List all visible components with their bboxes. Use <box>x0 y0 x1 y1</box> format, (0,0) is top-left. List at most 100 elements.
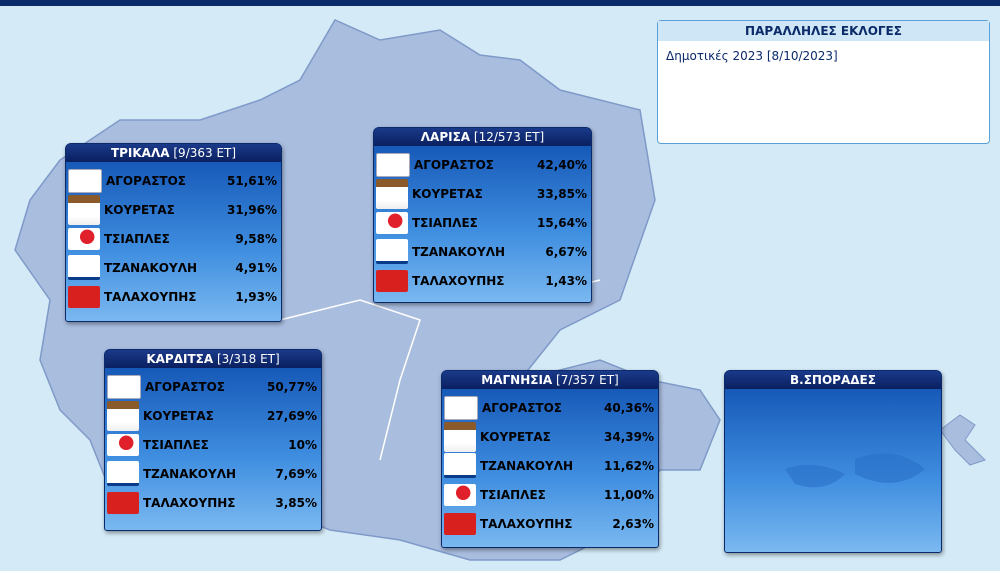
candidate-name: ΤΣΙΑΠΛΕΣ <box>104 231 170 246</box>
candidate-name: ΤΑΛΑΧΟΥΠΗΣ <box>480 516 573 531</box>
region-name: ΛΑΡΙΣΑ <box>420 130 471 144</box>
result-row: ΚΟΥΡΕΤΑΣ 34,39% <box>442 421 658 452</box>
candidate-name: ΚΟΥΡΕΤΑΣ <box>480 429 551 444</box>
percent: 51,61% <box>227 173 277 188</box>
candidate-name: ΤΖΑΝΑΚΟΥΛΗ <box>412 244 506 259</box>
candidate-name: ΑΓΟΡΑΣΤΟΣ <box>414 157 494 172</box>
candidate-name: ΚΟΥΡΕΤΑΣ <box>104 202 175 217</box>
result-row: ΤΣΙΑΠΛΕΣ 11,00% <box>442 480 658 509</box>
percent: 4,91% <box>235 260 277 275</box>
region-panel: ΜΑΓΝΗΣΙΑ [7/357 ΕΤ] ΑΓΟΡΑΣΤΟΣ 40,36% ΚΟΥΡΕΤ… <box>441 370 659 548</box>
candidate-name: ΚΟΥΡΕΤΑΣ <box>143 408 214 423</box>
candidate-name: ΤΣΙΑΠΛΕΣ <box>480 487 546 502</box>
candidate-logo <box>107 400 139 431</box>
candidate-logo <box>376 178 408 209</box>
info-box: ΠΑΡΑΛΛΗΛΕΣ ΕΚΛΟΓΕΣ Δημοτικές 2023 [8/10/… <box>657 20 990 144</box>
panel-header: ΚΑΡΔΙΤΣΑ [3/318 ΕΤ] <box>105 350 321 368</box>
candidate-logo <box>444 395 478 420</box>
percent: 34,39% <box>604 429 654 444</box>
candidate-name: ΤΖΑΝΑΚΟΥΛΗ <box>143 466 237 481</box>
panel-header: ΤΡΙΚΑΛΑ [9/363 ΕΤ] <box>66 144 281 162</box>
candidate-name: ΑΓΟΡΑΣΤΟΣ <box>482 400 562 415</box>
candidate-name: ΤΑΛΑΧΟΥΠΗΣ <box>104 289 197 304</box>
candidate-name: ΤΖΑΝΑΚΟΥΛΗ <box>104 260 198 275</box>
candidate-name: ΑΓΟΡΑΣΤΟΣ <box>145 379 225 394</box>
result-row: ΑΓΟΡΑΣΤΟΣ 42,40% <box>374 150 591 179</box>
result-row: ΤΑΛΑΧΟΥΠΗΣ 2,63% <box>442 509 658 538</box>
candidate-logo <box>68 194 100 225</box>
islands <box>785 453 925 488</box>
candidate-logo <box>444 421 476 452</box>
percent: 42,40% <box>537 157 587 172</box>
region-name: Β.ΣΠΟΡΑΔΕΣ <box>790 373 876 387</box>
percent: 1,43% <box>545 273 587 288</box>
percent: 33,85% <box>537 186 587 201</box>
result-row: ΤΖΑΝΑΚΟΥΛΗ 4,91% <box>66 253 281 282</box>
result-row: ΤΖΑΝΑΚΟΥΛΗ 11,62% <box>442 451 658 480</box>
candidate-logo <box>444 512 476 535</box>
percent: 9,58% <box>235 231 277 246</box>
region-name: ΤΡΙΚΑΛΑ <box>110 146 170 160</box>
info-text: Δημοτικές 2023 [8/10/2023] <box>666 49 838 63</box>
result-row: ΤΑΛΑΧΟΥΠΗΣ 3,85% <box>105 488 321 517</box>
candidate-name: ΑΓΟΡΑΣΤΟΣ <box>106 173 186 188</box>
percent: 40,36% <box>604 400 654 415</box>
island <box>939 414 986 466</box>
candidate-logo <box>107 491 139 514</box>
region-panel: ΚΑΡΔΙΤΣΑ [3/318 ΕΤ] ΑΓΟΡΑΣΤΟΣ 50,77% ΚΟΥΡΕΤ… <box>104 349 322 531</box>
result-row: ΚΟΥΡΕΤΑΣ 33,85% <box>374 178 591 209</box>
percent: 3,85% <box>275 495 317 510</box>
panel-header: Β.ΣΠΟΡΑΔΕΣ <box>725 371 941 389</box>
candidate-name: ΤΣΙΑΠΛΕΣ <box>143 437 209 452</box>
counted: [9/363 ΕΤ] <box>173 146 237 160</box>
top-bar <box>0 0 1000 6</box>
percent: 15,64% <box>537 215 587 230</box>
region-name: ΚΑΡΔΙΤΣΑ <box>146 352 214 366</box>
result-row: ΤΖΑΝΑΚΟΥΛΗ 6,67% <box>374 237 591 266</box>
island <box>785 453 925 488</box>
counted: [12/573 ΕΤ] <box>473 130 545 144</box>
result-row: ΚΟΥΡΕΤΑΣ 31,96% <box>66 194 281 225</box>
region-panel: ΛΑΡΙΣΑ [12/573 ΕΤ] ΑΓΟΡΑΣΤΟΣ 42,40% ΚΟΥΡΕΤΑ… <box>373 127 592 303</box>
candidate-logo <box>444 483 476 506</box>
percent: 1,93% <box>235 289 277 304</box>
info-title: ΠΑΡΑΛΛΗΛΕΣ ΕΚΛΟΓΕΣ <box>658 21 989 41</box>
result-row: ΤΑΛΑΧΟΥΠΗΣ 1,43% <box>374 266 591 295</box>
region-panel: ΤΡΙΚΑΛΑ [9/363 ΕΤ] ΑΓΟΡΑΣΤΟΣ 51,61% ΚΟΥΡΕΤΑ… <box>65 143 282 322</box>
result-row: ΤΣΙΑΠΛΕΣ 10% <box>105 430 321 459</box>
panel-header: ΜΑΓΝΗΣΙΑ [7/357 ΕΤ] <box>442 371 658 389</box>
region-name: ΜΑΓΝΗΣΙΑ <box>481 373 553 387</box>
percent: 27,69% <box>267 408 317 423</box>
result-row: ΤΑΛΑΧΟΥΠΗΣ 1,93% <box>66 282 281 311</box>
candidate-logo <box>107 433 139 456</box>
candidate-logo <box>68 227 100 250</box>
counted: [7/357 ΕΤ] <box>556 373 619 387</box>
panel-header: ΛΑΡΙΣΑ [12/573 ΕΤ] <box>374 128 591 146</box>
candidate-name: ΤΑΛΑΧΟΥΠΗΣ <box>143 495 236 510</box>
candidate-name: ΤΑΛΑΧΟΥΠΗΣ <box>412 273 505 288</box>
candidate-logo <box>68 285 100 308</box>
candidate-logo <box>376 269 408 292</box>
percent: 10% <box>288 437 317 452</box>
candidate-name: ΚΟΥΡΕΤΑΣ <box>412 186 483 201</box>
candidate-logo <box>376 211 408 234</box>
percent: 7,69% <box>275 466 317 481</box>
candidate-logo <box>376 152 410 177</box>
candidate-logo <box>376 239 408 264</box>
counted: [3/318 ΕΤ] <box>216 352 280 366</box>
result-row: ΤΣΙΑΠΛΕΣ 9,58% <box>66 224 281 253</box>
result-row: ΑΓΟΡΑΣΤΟΣ 40,36% <box>442 393 658 422</box>
candidate-logo <box>107 461 139 486</box>
candidate-name: ΤΣΙΑΠΛΕΣ <box>412 215 478 230</box>
result-row: ΤΖΑΝΑΚΟΥΛΗ 7,69% <box>105 459 321 488</box>
candidate-logo <box>68 255 100 280</box>
result-row: ΑΓΟΡΑΣΤΟΣ 51,61% <box>66 166 281 195</box>
result-row: ΤΣΙΑΠΛΕΣ 15,64% <box>374 208 591 237</box>
candidate-logo <box>68 168 102 193</box>
percent: 50,77% <box>267 379 317 394</box>
result-row: ΑΓΟΡΑΣΤΟΣ 50,77% <box>105 372 321 401</box>
result-row: ΚΟΥΡΕΤΑΣ 27,69% <box>105 400 321 431</box>
percent: 11,62% <box>604 458 654 473</box>
candidate-logo <box>444 453 476 478</box>
